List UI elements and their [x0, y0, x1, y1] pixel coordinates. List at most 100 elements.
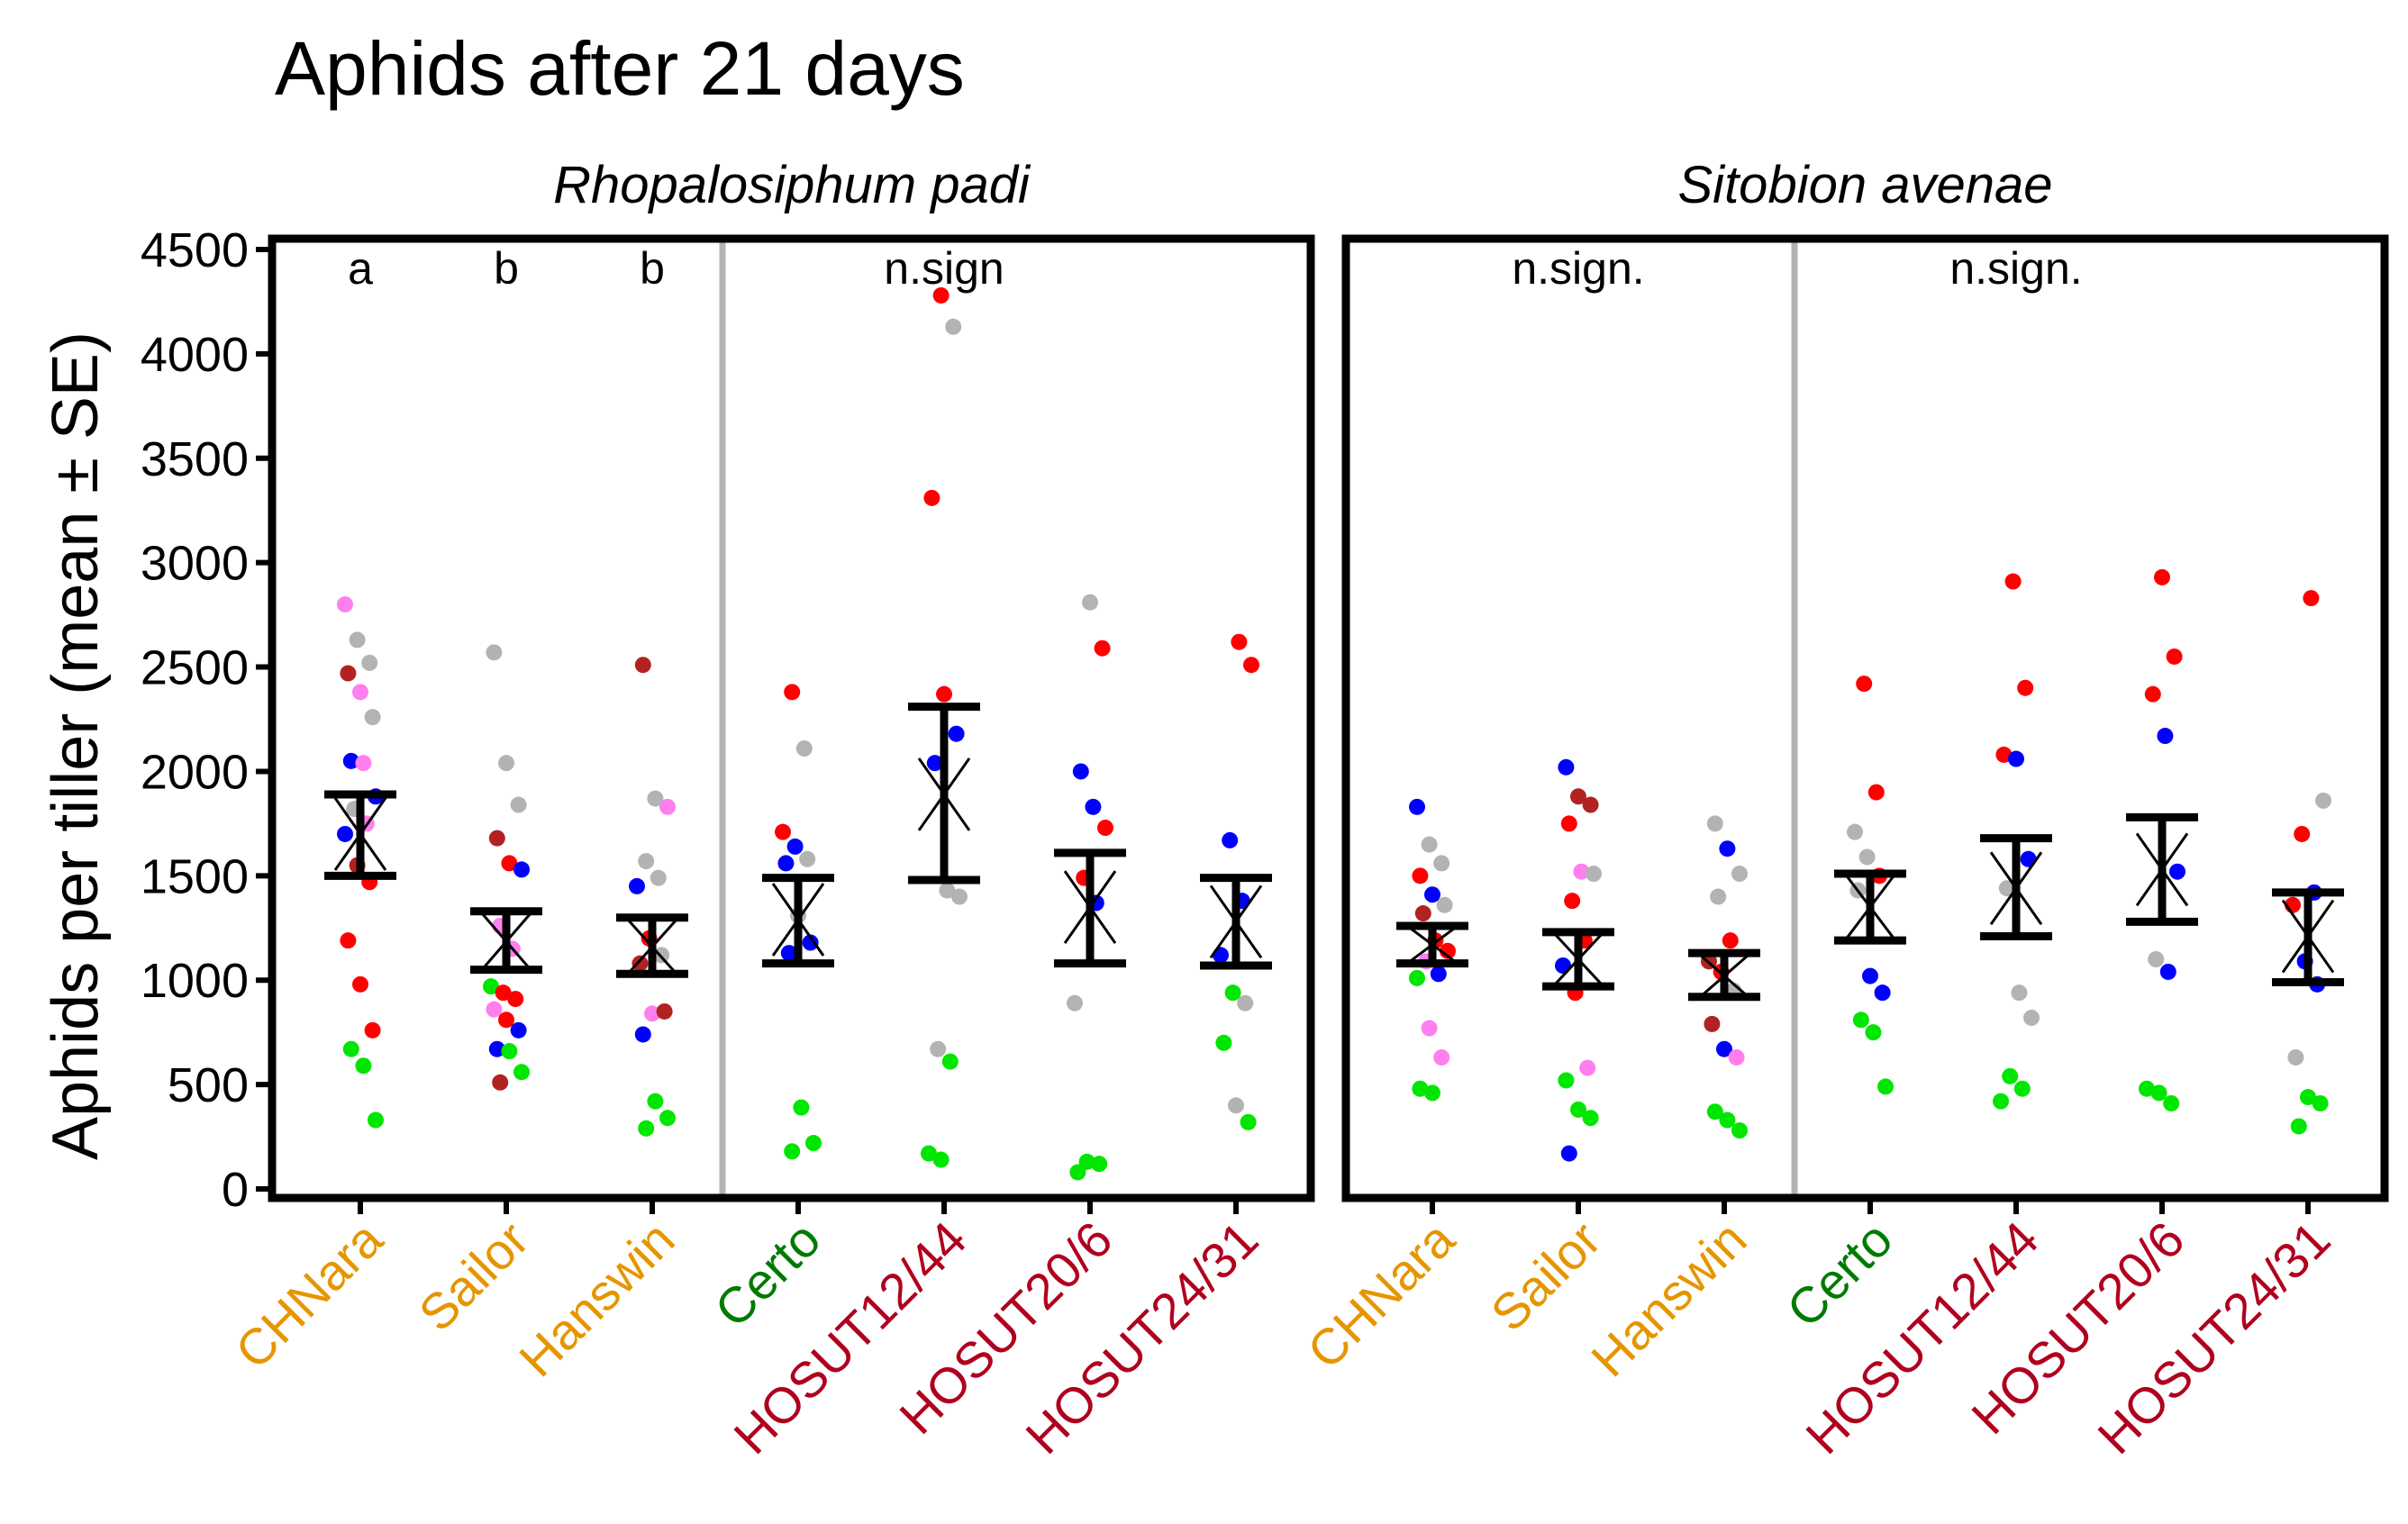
data-point	[1877, 1078, 1894, 1095]
data-point	[352, 684, 368, 701]
data-point	[1874, 984, 1891, 1002]
data-point	[1097, 820, 1113, 837]
chart-title: Aphids after 21 days	[275, 26, 965, 111]
data-point	[1094, 640, 1111, 657]
data-point	[1414, 905, 1431, 922]
data-point	[2159, 963, 2176, 980]
data-point	[368, 1111, 384, 1129]
data-point	[1085, 798, 1102, 815]
data-point	[510, 1021, 527, 1039]
y-tick-label: 1000	[141, 954, 249, 1008]
data-point	[795, 739, 813, 757]
data-point	[786, 838, 804, 855]
data-point	[2013, 1080, 2031, 1097]
y-tick-label: 2500	[141, 641, 249, 695]
data-point	[1560, 815, 1577, 832]
data-point	[2148, 951, 2165, 968]
data-point	[1731, 866, 1748, 883]
data-point	[1240, 1113, 1257, 1130]
data-point	[930, 1040, 947, 1057]
data-point	[1433, 855, 1450, 872]
data-point	[340, 932, 357, 949]
data-point	[2315, 792, 2331, 809]
data-point	[2169, 863, 2185, 880]
data-point	[483, 978, 499, 995]
data-point	[2157, 728, 2174, 745]
data-point	[2008, 750, 2024, 767]
data-point	[1865, 1024, 1882, 1041]
panel-border	[1341, 234, 2389, 1202]
data-point	[799, 850, 816, 867]
panel-label: Rhopalosiphum padi	[553, 156, 1031, 214]
data-point	[1852, 1011, 1869, 1029]
data-point	[1704, 1015, 1721, 1032]
data-point	[1570, 788, 1586, 805]
y-tick-label: 3500	[141, 432, 249, 486]
significance-label: n.sign	[884, 243, 1004, 294]
data-point	[632, 955, 649, 972]
data-point	[1722, 932, 1739, 949]
data-point	[2150, 1084, 2167, 1102]
data-point	[1091, 1156, 1108, 1173]
data-point	[638, 1120, 655, 1137]
data-point	[507, 991, 524, 1008]
data-point	[340, 665, 357, 682]
data-point	[2144, 685, 2161, 703]
data-point	[1719, 1111, 1736, 1129]
x-tick-label: CHNara	[1296, 1210, 1466, 1379]
data-point	[2011, 984, 2028, 1002]
data-point	[926, 755, 943, 772]
data-point	[513, 861, 530, 878]
x-tick-label: Hanswin	[508, 1211, 685, 1387]
data-point	[775, 823, 791, 840]
data-point	[647, 1093, 664, 1110]
data-point	[2300, 1089, 2316, 1106]
data-point	[342, 1040, 359, 1057]
data-point	[659, 798, 676, 815]
data-point	[1440, 942, 1456, 959]
data-point	[1412, 1080, 1429, 1097]
y-tick-label: 2000	[141, 745, 249, 799]
significance-label: b	[494, 243, 519, 294]
data-point	[805, 1135, 822, 1152]
data-point	[1706, 815, 1723, 832]
data-point	[1237, 994, 1254, 1011]
data-point	[647, 790, 664, 807]
data-point	[1586, 866, 1602, 883]
data-point	[1078, 1153, 1095, 1170]
data-point	[337, 825, 353, 842]
data-point	[488, 1040, 505, 1057]
data-point	[780, 945, 797, 962]
data-point	[2290, 1118, 2307, 1135]
data-point	[498, 755, 514, 772]
y-tick-label: 500	[168, 1058, 249, 1112]
data-point	[1430, 966, 1447, 983]
y-tick-label: 1500	[141, 849, 249, 903]
data-point	[951, 888, 968, 905]
data-point	[1716, 1040, 1732, 1057]
data-point	[364, 1021, 381, 1039]
data-point	[2017, 679, 2034, 696]
data-point	[936, 685, 952, 703]
data-point	[1582, 796, 1599, 813]
mean-marker	[1989, 851, 2043, 926]
data-point	[352, 975, 368, 993]
data-point	[784, 1143, 801, 1160]
data-point	[1856, 676, 1873, 693]
data-point	[1067, 994, 1083, 1011]
data-point	[349, 631, 366, 649]
data-point	[777, 855, 795, 872]
mean-marker	[479, 911, 533, 972]
mean-marker	[917, 757, 971, 831]
data-point	[923, 489, 940, 506]
mean-marker	[1551, 930, 1605, 988]
data-point	[1424, 1084, 1440, 1102]
mean-marker	[1406, 924, 1458, 965]
data-point	[932, 286, 950, 304]
data-point	[1862, 967, 1878, 984]
data-point	[2287, 1048, 2304, 1066]
panel-label: Sitobion avenae	[1678, 156, 2053, 214]
data-point	[492, 1074, 509, 1091]
y-tick-label: 4500	[141, 223, 249, 277]
